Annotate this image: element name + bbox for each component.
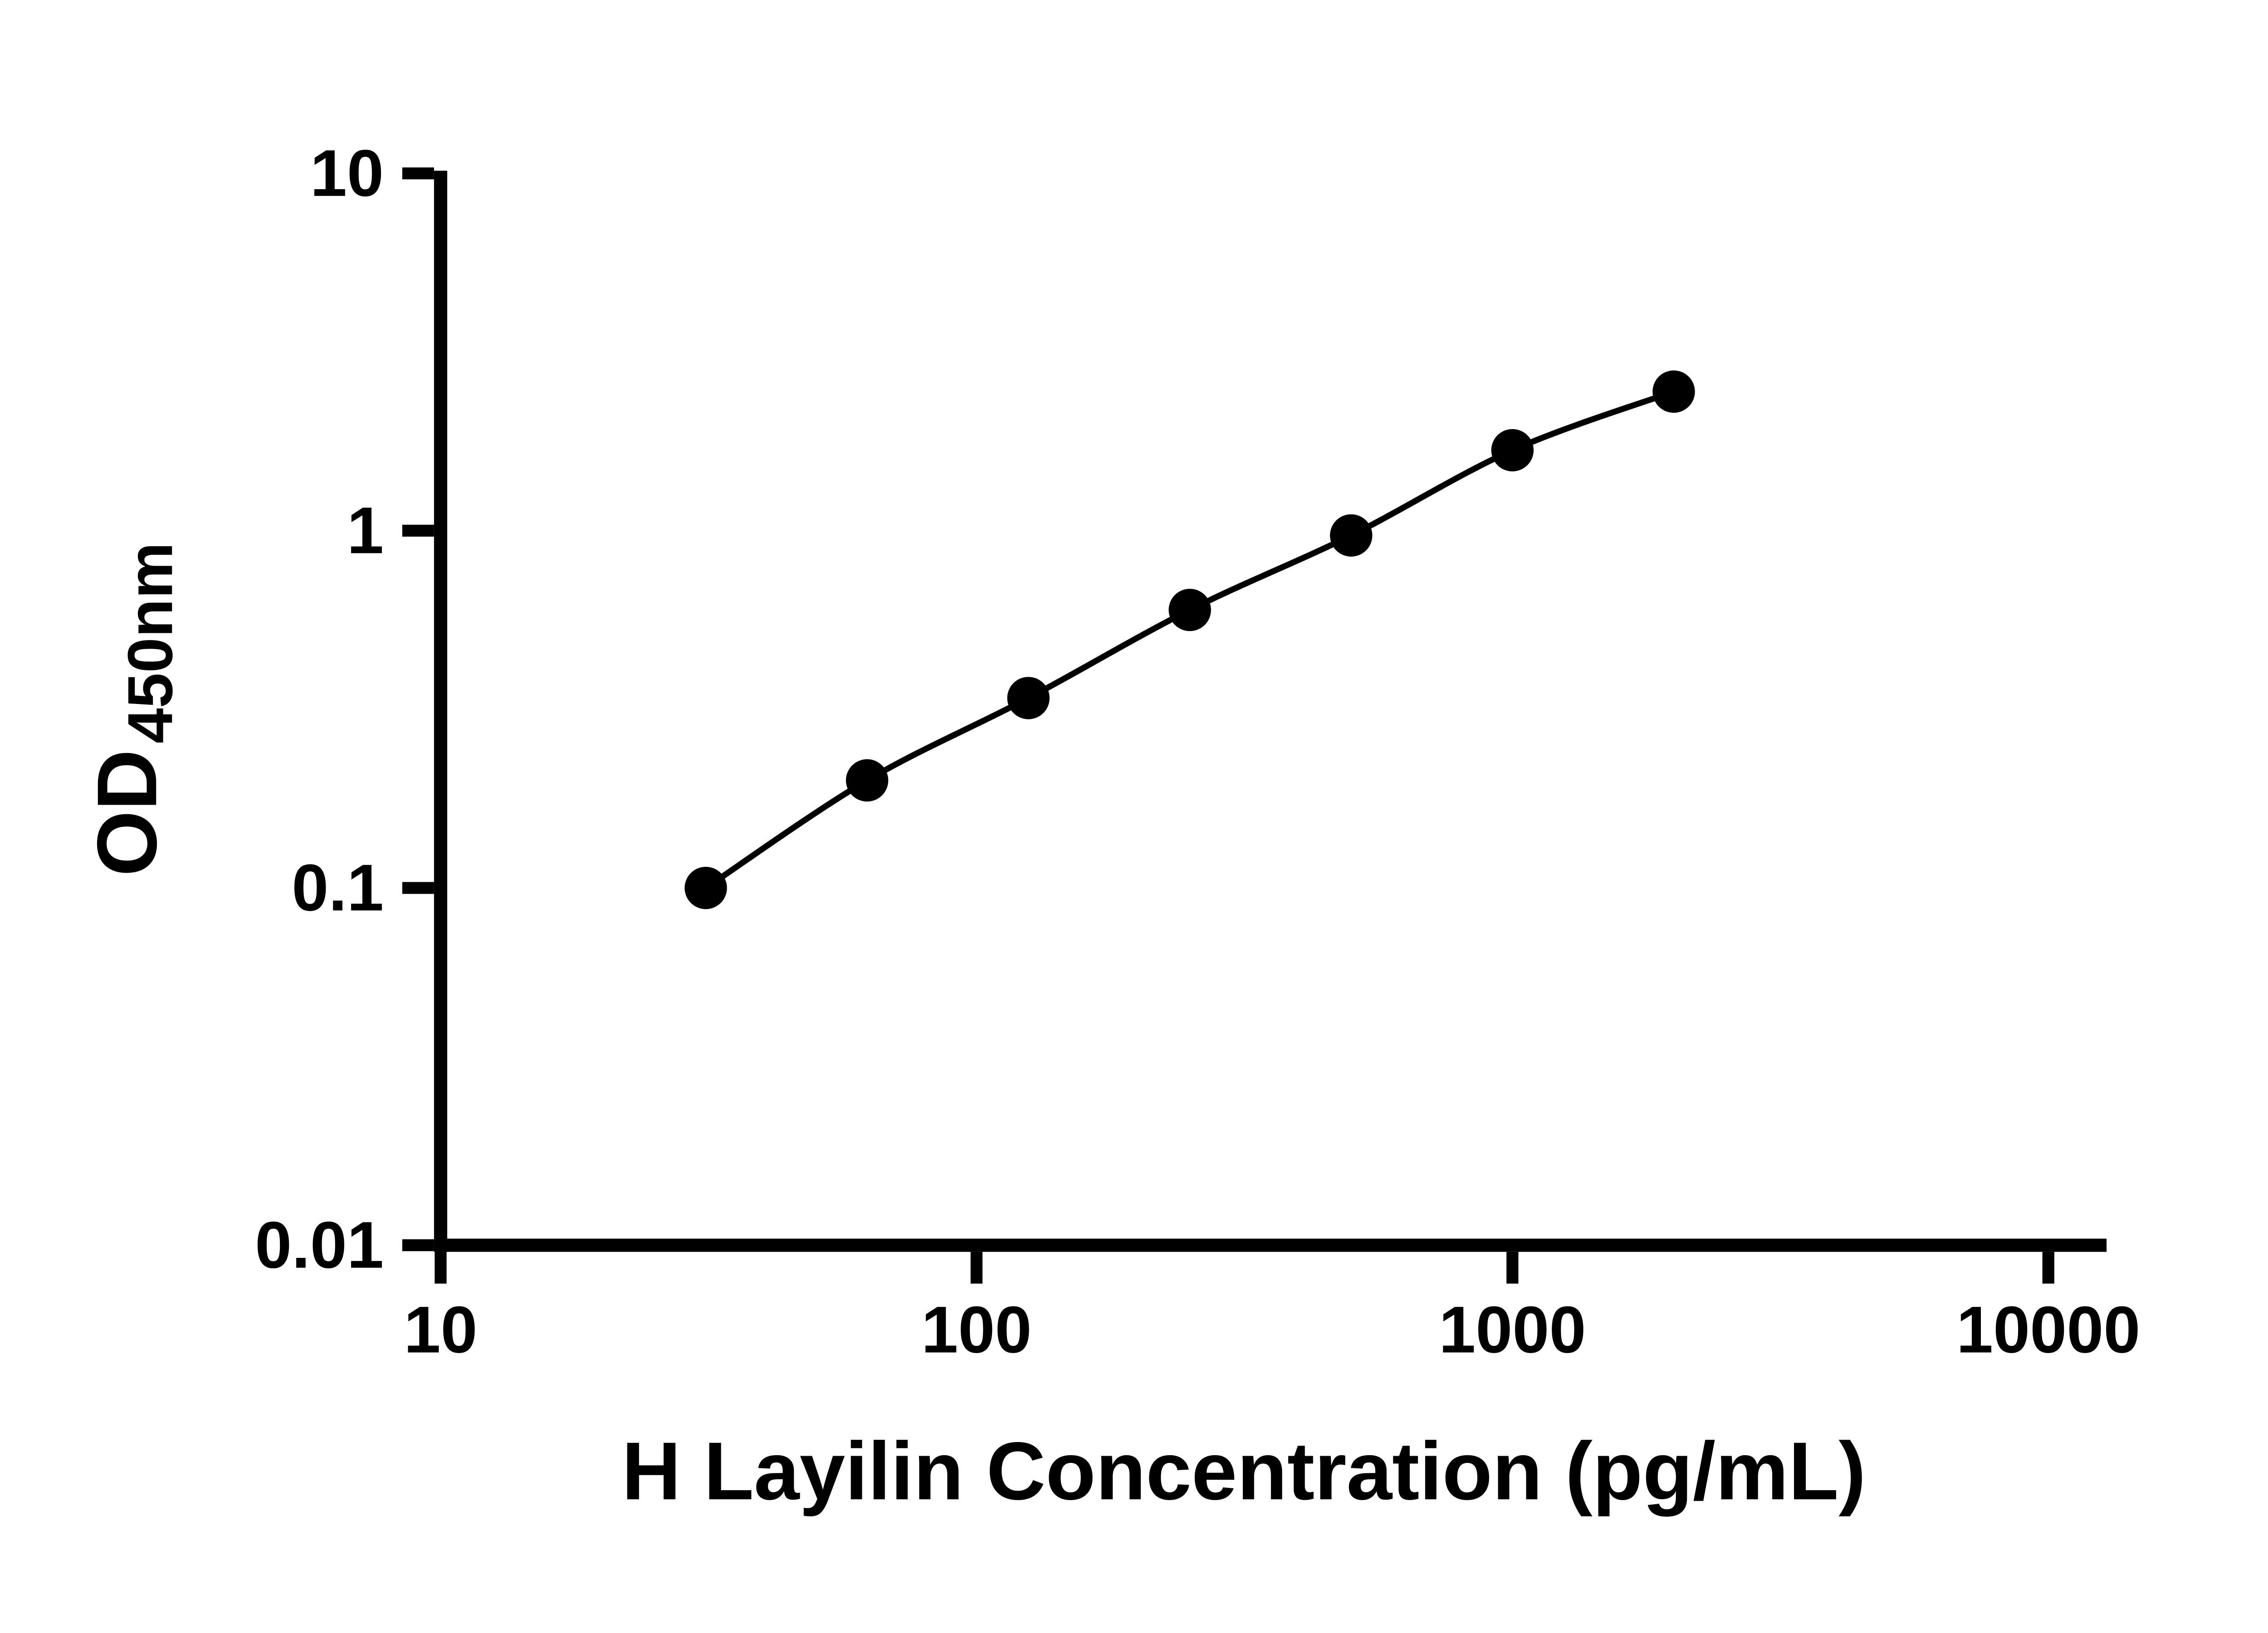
data-point bbox=[846, 759, 889, 802]
x-tick-label: 100 bbox=[921, 1292, 1031, 1366]
x-tick-label: 1000 bbox=[1439, 1292, 1586, 1366]
y-axis-title-main: OD bbox=[79, 749, 174, 876]
data-point bbox=[1652, 370, 1695, 413]
data-point bbox=[1168, 588, 1211, 631]
x-tick-label: 10000 bbox=[1956, 1292, 2141, 1366]
data-series bbox=[684, 370, 1695, 909]
x-tick-label: 10 bbox=[404, 1292, 477, 1366]
y-axis-title: OD 450nm bbox=[79, 542, 186, 876]
y-tick-label: 1 bbox=[347, 493, 384, 567]
data-point bbox=[1007, 677, 1050, 719]
x-axis-title: H Layilin Concentration (pg/mL) bbox=[622, 1425, 1866, 1517]
data-point bbox=[1330, 514, 1373, 557]
data-point bbox=[684, 866, 727, 909]
standard-curve-line bbox=[703, 388, 1677, 891]
x-axis-ticks: 10 100 1000 10000 bbox=[404, 1252, 2141, 1366]
y-axis-title-subscript: 450nm bbox=[114, 542, 186, 743]
y-tick-label: 0.1 bbox=[292, 851, 384, 924]
y-tick-label: 10 bbox=[310, 136, 384, 210]
data-point bbox=[1491, 429, 1534, 472]
y-tick-label: 0.01 bbox=[255, 1208, 384, 1282]
y-axis-ticks: 0.01 0.1 1 10 bbox=[255, 136, 434, 1282]
